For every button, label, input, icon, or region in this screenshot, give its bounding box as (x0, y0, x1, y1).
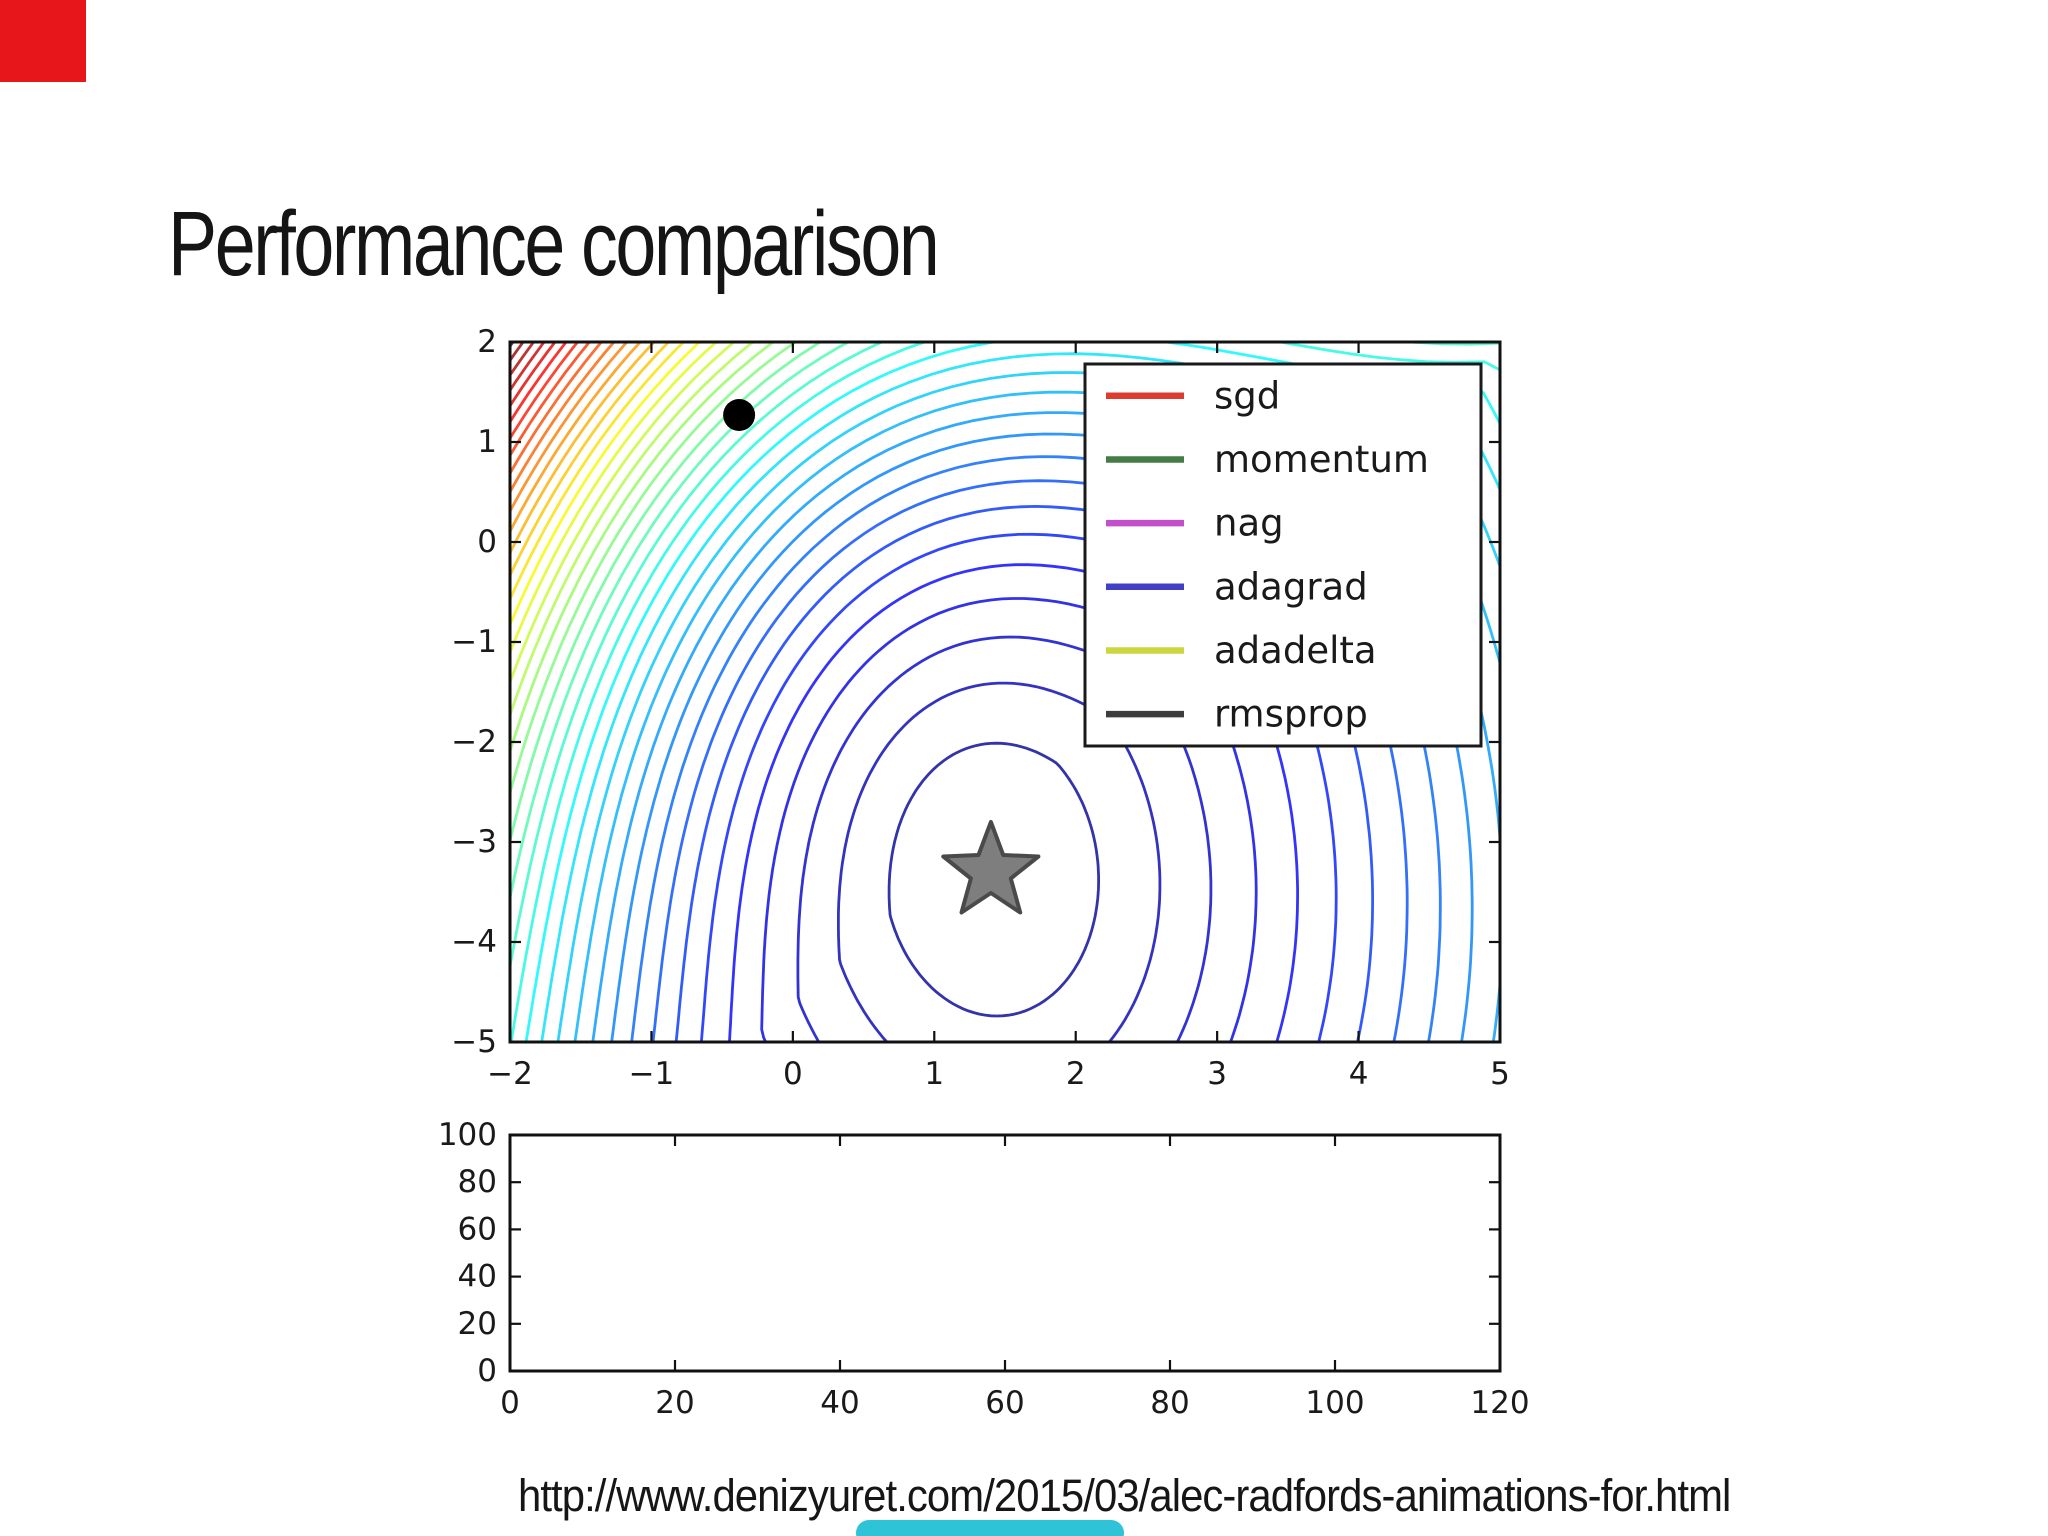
contour-plot-x-tick-label: −1 (629, 1056, 675, 1092)
legend-label-momentum: momentum (1214, 438, 1429, 481)
contour-plot-ticks (508, 340, 1502, 1044)
contour-plot-x-tick-label: 4 (1349, 1056, 1369, 1092)
contour-line (887, 741, 1100, 1018)
minimum-star-marker (941, 820, 1041, 915)
contour-line (510, 342, 686, 603)
contour-line (510, 342, 702, 629)
start-point-marker (723, 399, 756, 431)
progress-pill (856, 1520, 1124, 1536)
contour-line (510, 342, 525, 363)
contour-line (510, 342, 1500, 1042)
loss-plot-x-tick-label: 60 (985, 1385, 1024, 1421)
contour-plot-x-tick-label: 0 (783, 1056, 803, 1092)
contour-line (510, 342, 852, 905)
contour-plot-y-tick-label: −4 (451, 924, 497, 960)
legend-entry-momentum: momentum (1106, 438, 1429, 481)
loss-plot-y-tick-label: 80 (458, 1164, 497, 1200)
legend-entry-sgd: sgd (1106, 374, 1280, 417)
contour-line (510, 342, 1500, 975)
contour-plot-x-tick-label: 1 (924, 1056, 944, 1092)
loss-plot-x-tick-label: 100 (1305, 1385, 1364, 1421)
loss-plot-y-tick-label: 0 (477, 1353, 497, 1389)
contour-line (510, 342, 546, 393)
contour-plot-frame (508, 340, 1502, 1044)
loss-plot-y-tick-label: 60 (458, 1211, 497, 1247)
legend-label-adagrad: adagrad (1214, 565, 1368, 608)
loss-plot-x-tick-label: 80 (1150, 1385, 1189, 1421)
contour-lines (510, 342, 1500, 1042)
contour-plot-y-tick-label: −1 (451, 624, 497, 660)
contour-plot-x-tick-label: −2 (487, 1056, 533, 1092)
contour-plot-y-tick-label: −3 (451, 824, 497, 860)
loss-plot-ticks (508, 1133, 1502, 1373)
contour-line (510, 342, 592, 459)
contour-line (510, 342, 719, 657)
legend-label-nag: nag (1214, 502, 1284, 545)
legend-entry-nag: nag (1106, 502, 1284, 545)
contour-line (510, 342, 515, 349)
source-url: http://www.denizyuret.com/2015/03/alec-r… (518, 1470, 1731, 1521)
loss-plot-frame (508, 1133, 1502, 1373)
legend-label-rmsprop: rmsprop (1214, 693, 1368, 736)
legend-label-adadelta: adadelta (1214, 629, 1377, 672)
loss-plot-x-tick-label: 120 (1470, 1385, 1529, 1421)
legend-entry-rmsprop: rmsprop (1106, 693, 1368, 736)
contour-plot-y-tick-label: −2 (451, 724, 497, 760)
contour-plot-y-tick-label: −5 (451, 1024, 497, 1060)
contour-plot-x-tick-label: 5 (1490, 1056, 1510, 1092)
contour-line (510, 342, 799, 798)
contour-plot-y-tick-label: 2 (477, 324, 497, 360)
legend-entry-adagrad: adagrad (1106, 565, 1368, 608)
contour-plot-x-tick-label: 2 (1066, 1056, 1086, 1092)
contour-plot-y-tick-label: 1 (477, 424, 497, 460)
contour-line (510, 342, 616, 495)
legend-box (1083, 362, 1483, 748)
page-title: Performance comparison (168, 193, 940, 295)
contour-line (510, 342, 536, 378)
contour-line (510, 342, 557, 409)
contour-line (510, 342, 824, 847)
legend-label-sgd: sgd (1214, 374, 1280, 417)
loss-plot-y-tick-label: 100 (438, 1117, 497, 1153)
loss-plot-y-tick-label: 40 (458, 1259, 497, 1295)
loss-plot-x-tick-label: 0 (500, 1385, 520, 1421)
loss-plot-y-tick-label: 20 (458, 1306, 497, 1342)
loss-plot-x-tick-label: 40 (820, 1385, 859, 1421)
contour-line (510, 342, 604, 477)
recording-indicator (0, 0, 86, 82)
contour-line (510, 342, 580, 442)
contour-plot-x-tick-label: 3 (1207, 1056, 1227, 1092)
loss-plot-x-tick-label: 20 (655, 1385, 694, 1421)
contour-plot-y-tick-label: 0 (477, 524, 497, 560)
legend-entry-adadelta: adadelta (1106, 629, 1377, 672)
legend: sgd momentum nag adagrad adadelta rmsprop (1083, 362, 1483, 748)
